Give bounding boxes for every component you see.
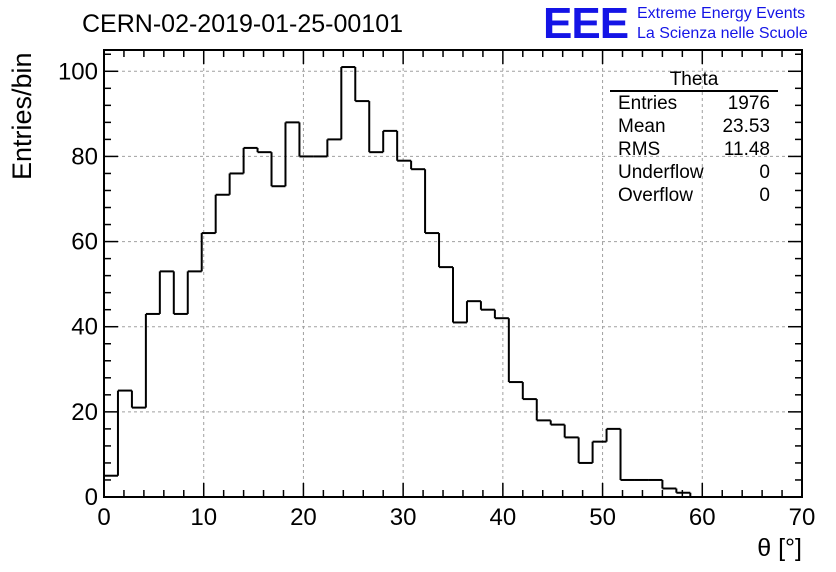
logo-text-line1: Extreme Energy Events [637,5,806,22]
axis-ticks [103,50,803,498]
histogram-bin [396,130,412,162]
histogram-bin [158,270,174,314]
logo-text-line2: La Scienza nelle Scuole [637,25,808,42]
histogram-bin [242,146,258,174]
plot-frame [103,49,803,498]
histogram-bin [479,301,495,311]
stats-title: Theta [610,70,778,92]
histogram-bin [186,270,202,314]
x-axis-label: θ [°] [757,534,802,562]
y-tick-label: 20 [71,399,98,426]
chart-title: CERN-02-2019-01-25-00101 [82,10,404,38]
x-tick-label: 0 [97,504,110,531]
stats-label: Underflow [618,162,704,183]
histogram-bin [661,479,677,490]
histogram-bin [144,312,160,408]
y-tick-label: 60 [71,229,98,256]
plot-area-border [103,49,803,498]
histogram-bin [116,389,132,476]
histogram-bin [200,232,216,272]
histogram-bin [438,233,453,269]
histogram-bin [298,122,314,158]
x-tick-label: 70 [789,504,816,531]
x-tick-label: 60 [689,504,716,531]
histogram-bin [521,382,537,401]
histogram-bin [563,424,579,439]
stats-value: 1976 [727,93,770,114]
stats-label: RMS [618,139,661,160]
histogram-bin [591,440,607,463]
y-tick-label: 100 [58,58,98,85]
histogram-bin [284,121,300,187]
histogram-bin [382,129,398,153]
stats-value: 0 [759,162,770,183]
histogram-bin [214,193,230,234]
stats-row-entries: Entries 1976 [610,92,778,115]
histogram-bin [270,152,286,188]
stats-row-rms: RMS 11.48 [610,138,778,161]
histogram-bin [605,427,621,442]
histogram-bin [326,138,342,157]
stats-label: Mean [618,116,666,137]
histogram-bin [256,147,272,154]
x-tick-label: 50 [589,504,616,531]
histogram-bin [410,160,426,171]
histogram-bin [340,66,356,140]
histogram-bin [228,172,244,195]
histogram-bin [535,399,551,422]
stats-label: Entries [618,93,678,114]
y-tick-label: 80 [71,143,98,170]
tick-labels: 0 10 20 30 40 50 60 70 0 20 40 60 80 100 [58,58,815,531]
histogram-bin [493,309,509,320]
histogram-bin [465,300,481,323]
logo-letters: EEE [543,0,629,48]
y-tick-label: 40 [71,314,98,341]
x-tick-label: 20 [290,504,317,531]
stats-row-mean: Mean 23.53 [610,115,778,138]
histogram-bin [368,101,384,154]
histogram-bin [549,420,565,426]
histogram-bin [172,271,188,315]
histogram-bin [619,428,635,481]
histogram-bin [354,67,370,103]
histogram-bin [424,169,440,235]
stats-row-underflow: Underflow 0 [610,161,778,184]
histogram-bin [103,474,118,497]
y-axis-label: Entries/bin [7,52,37,180]
grid-lines [104,50,802,497]
histogram-bin [452,267,467,324]
stats-label: Overflow [618,185,693,206]
stats-value: 0 [759,185,770,206]
x-tick-label: 30 [390,504,417,531]
histogram-bin [507,318,523,384]
stats-value: 11.48 [723,139,770,160]
y-tick-label: 0 [85,484,98,511]
stats-row-overflow: Overflow 0 [610,184,778,207]
x-tick-label: 10 [190,504,217,531]
histogram-bin [577,437,593,464]
histogram-bin [130,390,146,409]
histogram-bin [675,488,691,494]
stats-value: 23.53 [722,116,770,137]
stats-box: Theta Entries 1976 Mean 23.53 RMS 11.48 … [610,70,778,207]
histogram-bars [103,66,705,498]
x-tick-label: 40 [490,504,517,531]
